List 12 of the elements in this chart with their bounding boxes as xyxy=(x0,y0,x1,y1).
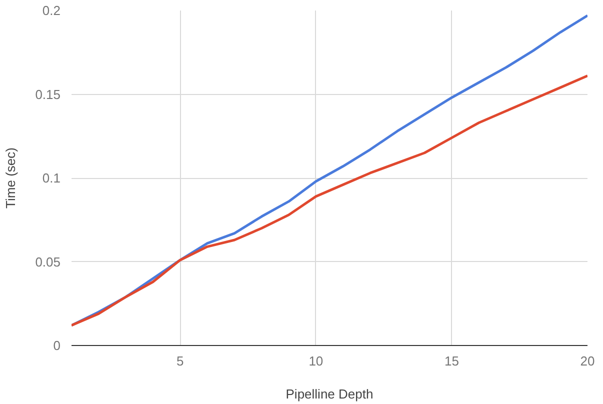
y-tick-label: 0 xyxy=(53,338,61,353)
x-axis-title: Pipelline Depth xyxy=(286,386,374,402)
y-tick-label: 0.05 xyxy=(35,254,61,270)
x-tick-label: 20 xyxy=(580,354,595,368)
line-series xyxy=(72,74,588,327)
x-tick-label: 10 xyxy=(308,354,324,368)
y-axis-title: Time (sec) xyxy=(3,148,18,208)
x-tick-label: 15 xyxy=(444,354,459,368)
y-tick-label: 0.15 xyxy=(35,86,61,102)
y-tick-label: 0.2 xyxy=(42,3,61,18)
y-tick-label: 0.1 xyxy=(42,170,61,186)
x-tick-label: 5 xyxy=(176,354,184,368)
